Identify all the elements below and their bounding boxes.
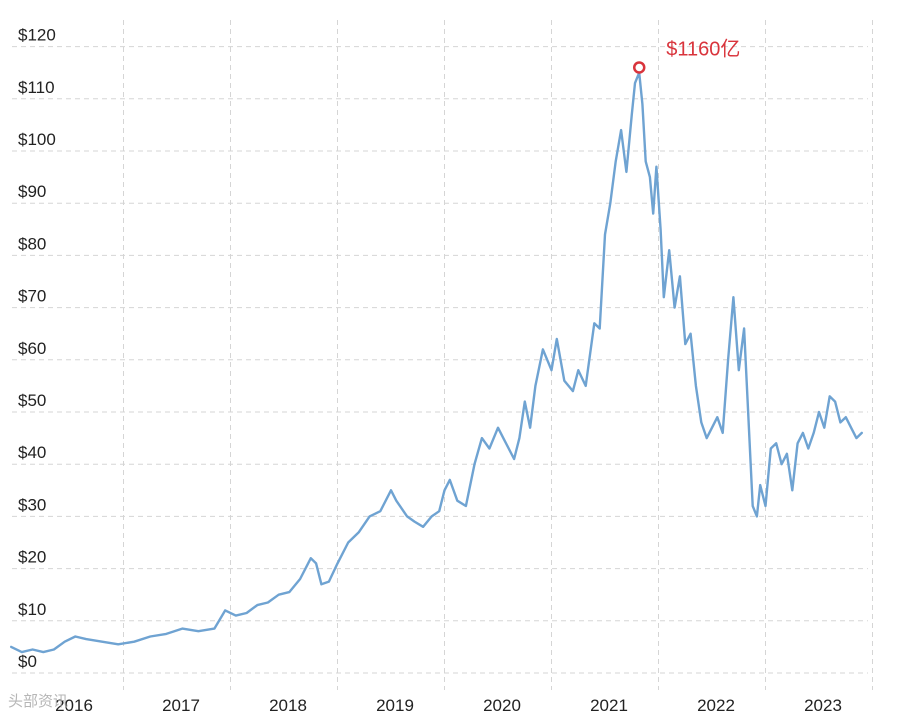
y-axis-ticks: $0 $10 $20 $30 $40 $50 $60 $70 $80 $90 $100 $110 $12… [18,26,56,671]
x-tick-label: 2021 [590,696,628,715]
x-tick-label: 2018 [269,696,307,715]
y-tick-label: $10 [18,600,46,619]
peak-label: $1160亿 [666,37,740,60]
x-tick-label: 2017 [162,696,200,715]
x-tick-label: 2019 [376,696,414,715]
x-tick-label: 2016 [55,696,93,715]
y-tick-label: $110 [18,78,55,97]
x-tick-label: 2023 [804,696,842,715]
x-axis-ticks: 2016 2017 2018 2019 2020 2021 2022 2023 [55,696,842,715]
chart-grid [12,20,873,690]
y-tick-label: $120 [18,26,56,45]
x-tick-label: 2020 [483,696,521,715]
watermark: 头部资讯 [8,692,69,710]
y-tick-label: $50 [18,391,46,410]
series-line [10,71,863,654]
x-tick-label: 2022 [697,696,735,715]
y-tick-label: $60 [18,339,46,358]
y-tick-label: $20 [18,548,46,567]
y-tick-label: $70 [18,287,46,306]
y-tick-label: $30 [18,495,46,514]
y-tick-label: $100 [18,130,56,149]
y-tick-label: $90 [18,182,46,201]
peak-marker [632,61,646,74]
y-tick-label: $0 [18,652,37,671]
peak-annotation: $1160亿 [632,37,740,74]
y-tick-label: $40 [18,443,46,462]
y-tick-label: $80 [18,234,46,253]
